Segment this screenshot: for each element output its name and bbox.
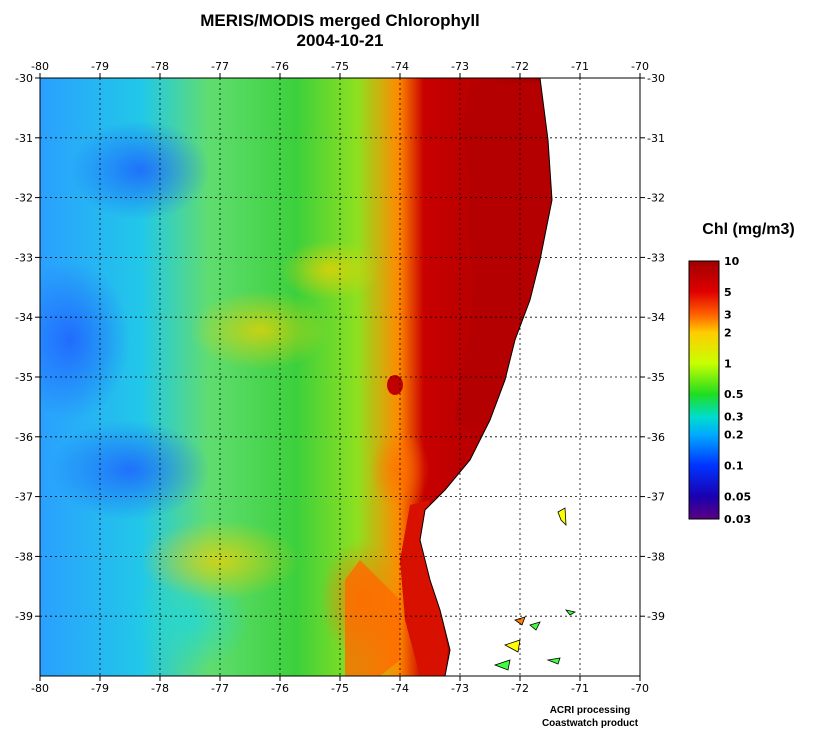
y-tick-label-left: -35 <box>15 371 33 384</box>
y-tick-label-right: -39 <box>647 610 665 623</box>
x-tick-label-top: -74 <box>391 60 409 73</box>
x-tick-label-top: -78 <box>151 60 169 73</box>
y-tick-label-left: -32 <box>15 192 33 205</box>
y-tick-label-left: -38 <box>15 550 33 563</box>
map-title: MERIS/MODIS merged Chlorophyll <box>200 11 480 30</box>
x-tick-label-top: -75 <box>331 60 349 73</box>
x-tick-label-bottom: -71 <box>571 682 589 695</box>
y-tick-label-left: -30 <box>15 72 33 85</box>
x-tick-label-bottom: -77 <box>211 682 229 695</box>
x-tick-label-top: -70 <box>631 60 649 73</box>
colorbar-tick-label: 5 <box>724 286 732 299</box>
colorbar-tick-label: 0.03 <box>724 513 751 526</box>
y-tick-label-left: -33 <box>15 251 33 264</box>
coastal-high-chl <box>345 560 400 676</box>
y-tick-label-left: -31 <box>15 132 33 145</box>
y-tick-label-right: -31 <box>647 132 665 145</box>
x-tick-label-bottom: -76 <box>271 682 289 695</box>
y-tick-label-left: -39 <box>15 610 33 623</box>
low-chl-area <box>50 420 210 520</box>
colorbar: 10 5 3 2 1 0.5 0.3 0.2 0.1 0.05 0.03 <box>688 255 751 526</box>
colorbar-tick-label: 0.05 <box>724 490 751 503</box>
x-tick-label-top: -77 <box>211 60 229 73</box>
x-tick-label-top: -80 <box>31 60 49 73</box>
y-tick-label-left: -34 <box>15 311 33 324</box>
coastal-high-chl <box>455 82 552 430</box>
x-tick-label-top: -72 <box>511 60 529 73</box>
colorbar-tick-label: 0.3 <box>724 411 744 424</box>
y-tick-label-left: -36 <box>15 431 33 444</box>
low-chl-area <box>70 120 210 220</box>
high-chl-area <box>387 375 403 395</box>
y-tick-label-right: -38 <box>647 550 665 563</box>
mid-chl-area <box>190 290 330 370</box>
x-tick-label-bottom: -80 <box>31 682 49 695</box>
x-tick-label-top: -73 <box>451 60 469 73</box>
colorbar-tick-label: 0.1 <box>724 460 744 473</box>
x-tick-label-bottom: -78 <box>151 682 169 695</box>
y-tick-label-right: -36 <box>647 431 665 444</box>
coastal-high-chl <box>400 500 448 676</box>
colorbar-title: Chl (mg/m3) <box>702 221 795 238</box>
y-tick-label-right: -33 <box>647 251 665 264</box>
colorbar-tick-label: 0.5 <box>724 388 744 401</box>
colorbar-tick-label: 0.2 <box>724 429 744 442</box>
axis-ticks: -80 -80 -79 -79 -78 -78 -77 -77 -76 -76 -75 -75 -74 -… <box>15 60 665 695</box>
x-tick-label-bottom: -79 <box>91 682 109 695</box>
y-tick-label-right: -35 <box>647 371 665 384</box>
y-tick-label-left: -37 <box>15 491 33 504</box>
x-tick-label-bottom: -70 <box>631 682 649 695</box>
colorbar-tick-label: 2 <box>724 326 732 339</box>
x-tick-label-bottom: -73 <box>451 682 469 695</box>
footer-processing: ACRI processing <box>549 705 631 716</box>
x-tick-label-bottom: -74 <box>391 682 409 695</box>
y-tick-label-right: -34 <box>647 311 665 324</box>
y-tick-label-right: -37 <box>647 491 665 504</box>
y-tick-label-right: -32 <box>647 192 665 205</box>
map-date: 2004-10-21 <box>296 31 384 50</box>
x-tick-label-bottom: -75 <box>331 682 349 695</box>
colorbar-ramp <box>688 260 720 520</box>
low-chl-area <box>40 260 130 420</box>
y-tick-label-right: -30 <box>647 72 665 85</box>
x-tick-label-top: -76 <box>271 60 289 73</box>
colorbar-tick-label: 1 <box>724 357 732 370</box>
islands <box>493 507 577 671</box>
x-tick-label-top: -79 <box>91 60 109 73</box>
x-tick-label-top: -71 <box>571 60 589 73</box>
graticule <box>40 78 640 676</box>
coastline <box>419 78 553 676</box>
footer-product: Coastwatch product <box>541 718 639 729</box>
x-tick-label-bottom: -72 <box>511 682 529 695</box>
colorbar-tick-label: 10 <box>724 255 740 268</box>
mid-chl-area <box>280 240 380 300</box>
colorbar-tick-label: 3 <box>724 308 732 321</box>
